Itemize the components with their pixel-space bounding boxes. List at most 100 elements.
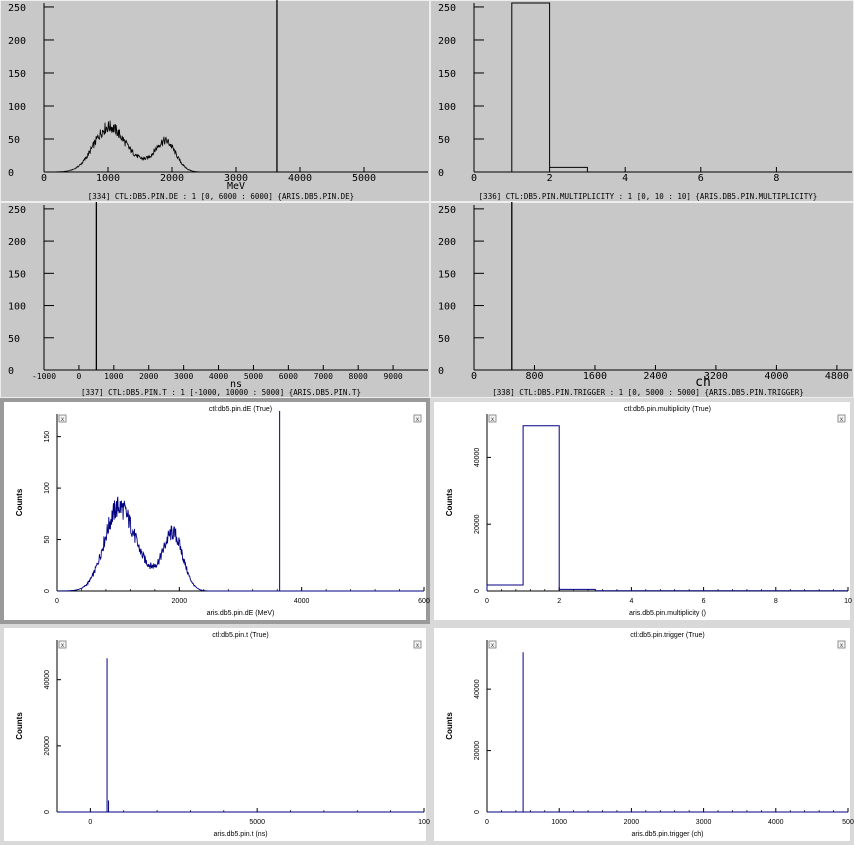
histogram-panel-r3[interactable]: x x ctl:db5.pin.t (True) 0 20000 40000 0 5000 10… [0,624,430,845]
y-tick-label: 100 [8,102,26,113]
x-tick-label: 8000 [349,372,368,381]
y-tick-label: 50 [438,334,450,345]
chart-title: ctl:db5.pin.multiplicity (True) [624,406,711,413]
close-left-icon[interactable] [488,414,497,423]
y-tick-label: 150 [438,269,456,280]
y-tick-label: 50 [8,135,20,146]
histogram-panel-p336[interactable]: 0 50 100 150 200 250 0 2 4 6 8 [336] CTL:DB5.PIN.MU… [430,0,854,202]
y-tick-label: 250 [438,3,456,14]
histogram-panel-p338[interactable]: 0 50 100 150 200 250 0 800 1600 2400 3200 4000 4800 c… [430,202,854,398]
x-tick-label: 6 [698,173,704,184]
close-left-icon[interactable] [58,640,67,649]
close-left-icon[interactable]: x [491,643,494,649]
y-tick-label: 0 [8,366,14,377]
panel-background [0,202,430,398]
close-right-icon[interactable] [837,640,846,649]
x-tick-label: 8 [774,598,778,605]
close-right-icon[interactable]: x [840,643,843,649]
y-tick-label: 40000 [44,670,51,690]
histogram-footer: [337] CTL:DB5.PIN.T : 1 [-1000, 10000 : … [81,388,361,397]
x-tick-label: 6000 [279,372,298,381]
x-tick-label: 4000 [288,173,312,184]
y-tick-label: 0 [44,589,51,593]
histogram-panel-r1[interactable]: x x ctl:db5.pin.dE (True) 0 50 100 150 0 2000 400… [0,398,430,624]
x-tick-label: 2000 [139,372,158,381]
x-tick-label: 2000 [172,598,188,605]
y-tick-label: 20000 [474,741,481,761]
y-tick-label: 100 [438,102,456,113]
y-tick-label: 200 [438,237,456,248]
y-tick-label: 250 [8,3,26,14]
histogram-panel-p337[interactable]: 0 50 100 150 200 250 -1000 0 1000 2000 3000 4000 500… [0,202,430,398]
x-tick-label: 7000 [314,372,333,381]
x-tick-label: 3200 [704,371,728,382]
histogram-svg: x x ctl:db5.pin.dE (True) 0 50 100 150 0 2000 400… [0,398,430,624]
y-tick-label: 0 [44,810,51,814]
x-tick-label: 0 [485,819,489,826]
histogram-svg: 0 50 100 150 200 250 0 1000 2000 3000 4000 5000 MeV[… [0,0,430,202]
y-tick-label: 250 [8,205,26,216]
histogram-panel-r2[interactable]: x x ctl:db5.pin.multiplicity (True) 0 20000 4… [430,398,854,624]
y-tick-label: 50 [8,334,20,345]
x-tick-label: 8 [773,173,779,184]
x-tick-label: -1000 [32,372,56,381]
panel-background [4,628,426,841]
y-tick-label: 40000 [474,448,481,468]
x-axis-label: aris.db5.pin.multiplicity () [629,610,706,617]
histogram-steps [486,425,848,592]
x-tick-label: 0 [76,372,81,381]
close-left-icon[interactable] [488,640,497,649]
x-axis-label: aris.db5.pin.dE (MeV) [207,610,275,617]
x-tick-label: 2 [547,173,553,184]
close-left-icon[interactable]: x [61,643,64,649]
close-left-icon[interactable]: x [491,417,494,423]
x-tick-label: 0 [471,173,477,184]
x-tick-label: 5000 [352,173,376,184]
close-right-icon[interactable] [837,414,846,423]
y-tick-label: 100 [8,302,26,313]
y-tick-label: 150 [8,269,26,280]
close-right-icon[interactable]: x [416,643,419,649]
x-tick-label: 5000 [249,819,265,826]
histogram-svg: x x ctl:db5.pin.multiplicity (True) 0 20000 4… [430,398,854,624]
x-tick-label: 1000 [96,173,120,184]
close-left-icon[interactable]: x [61,417,64,423]
histogram-panel-p334[interactable]: 0 50 100 150 200 250 0 1000 2000 3000 4000 5000 MeV[… [0,0,430,202]
histogram-svg: x x ctl:db5.pin.t (True) 0 20000 40000 0 5000 10… [0,624,430,845]
x-tick-label: 4000 [764,371,788,382]
histogram-svg: 0 50 100 150 200 250 -1000 0 1000 2000 3000 4000 500… [0,202,430,398]
close-right-icon[interactable]: x [416,417,419,423]
x-axis-label: ns [230,379,242,390]
histogram-footer: [336] CTL:DB5.PIN.MULTIPLICITY : 1 [0, 1… [479,192,818,201]
x-tick-label: 1600 [583,371,607,382]
histogram-footer: [334] CTL:DB5.PIN.DE : 1 [0, 6000 : 6000… [88,192,354,201]
histogram-trace [44,120,224,173]
y-tick-label: 50 [44,536,51,544]
y-tick-label: 200 [8,36,26,47]
x-tick-label: 600 [418,598,430,605]
panel-background [430,0,854,202]
x-tick-label: 6 [702,598,706,605]
x-tick-label: 800 [525,371,543,382]
x-tick-label: 1000 [104,372,123,381]
close-left-icon[interactable] [58,414,67,423]
histogram-footer: [338] CTL:DB5.PIN.TRIGGER : 1 [0, 5000 :… [492,388,804,397]
x-tick-label: 4800 [825,371,849,382]
y-tick-label: 200 [8,237,26,248]
x-tick-label: 9000 [383,372,402,381]
x-tick-label: 5000 [244,372,263,381]
y-tick-label: 200 [438,36,456,47]
x-tick-label: 2000 [624,819,640,826]
histogram-panel-r4[interactable]: x x ctl:db5.pin.trigger (True) 0 20000 40000 0… [430,624,854,845]
y-tick-label: 150 [44,431,51,443]
close-right-icon[interactable] [413,414,422,423]
x-tick-label: 3000 [696,819,712,826]
x-tick-label: 3000 [174,372,193,381]
x-tick-label: 0 [55,598,59,605]
x-axis-label: aris.db5.pin.t (ns) [213,831,267,838]
y-tick-label: 100 [438,302,456,313]
y-axis-label: Counts [445,488,454,516]
close-right-icon[interactable] [413,640,422,649]
close-right-icon[interactable]: x [840,417,843,423]
